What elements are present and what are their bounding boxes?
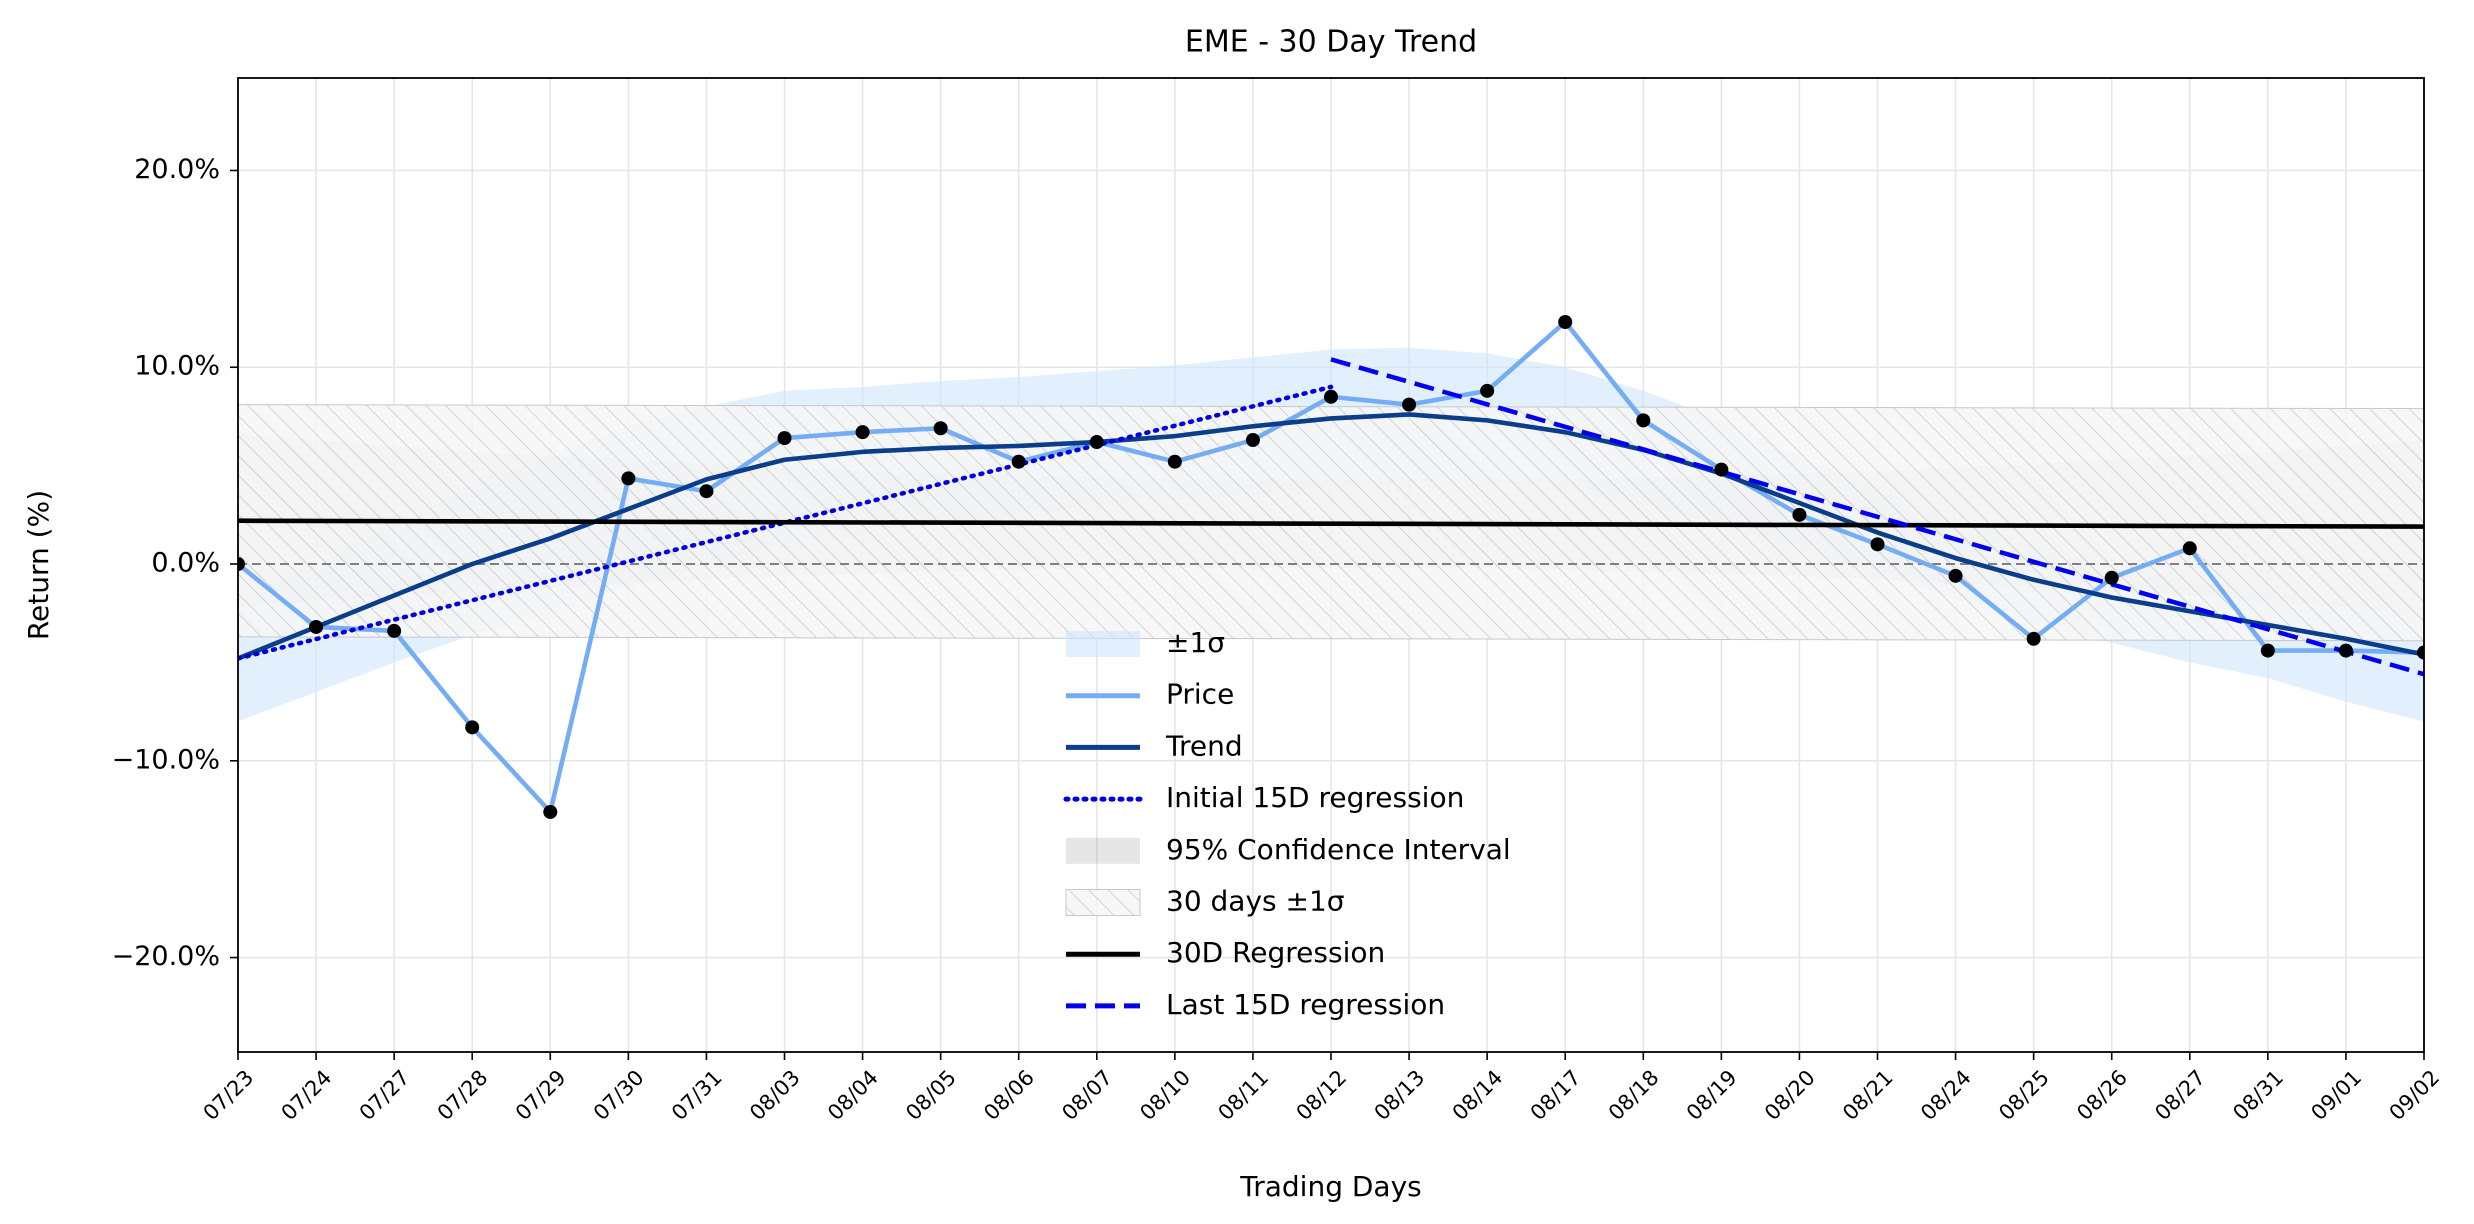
x-tick-label: 08/11 [1213,1065,1273,1125]
x-tick-label: 07/24 [277,1065,337,1125]
line [238,518,2424,529]
plot-frame [237,77,2425,1053]
legend-label: 95% Confidence Interval [1166,833,1511,866]
chart-title: EME - 30 Day Trend [1185,25,1477,60]
x-tick-label: 08/03 [745,1065,805,1125]
marker [2182,541,2197,556]
x-axis-label: Trading Days [1239,1170,1422,1203]
line [238,384,1334,661]
marker [387,623,402,638]
marker [2026,631,2041,646]
marker [1011,454,1026,469]
y-tick-label: −10.0% [112,744,220,775]
x-tick-label: 08/19 [1682,1065,1742,1125]
legend-label: 30D Regression [1166,936,1385,969]
x-tick-label: 08/31 [2228,1065,2288,1125]
x-tick-label: 08/20 [1760,1065,1820,1125]
legend-label: Initial 15D regression [1166,781,1464,814]
marker [309,619,324,634]
marker [1792,507,1807,522]
marker [1167,454,1182,469]
x-tick-label: 07/31 [667,1065,727,1125]
x-tick-label: 08/10 [1135,1065,1195,1125]
legend-swatch [1066,631,1140,657]
legend-label: 30 days ±1σ [1166,885,1345,918]
x-tick-label: 08/24 [1916,1065,1976,1125]
x-tick-label: 08/14 [1448,1065,1508,1125]
x-tick-label: 08/25 [1994,1065,2054,1125]
x-tick-label: 08/26 [2072,1065,2132,1125]
x-tick-label: 08/07 [1057,1065,1117,1125]
x-tick-label: 07/29 [511,1065,571,1125]
x-tick-label: 08/04 [823,1065,883,1125]
marker [1636,413,1651,428]
x-tick-label: 08/17 [1526,1065,1586,1125]
marker [1089,435,1104,450]
legend-swatch [1066,837,1140,864]
legend: ±1σ Price Trend Initial 15D regression 95% C… [1063,626,1511,1021]
marker [1558,314,1573,329]
line [1330,357,2424,677]
legend-swatch [1065,889,1141,916]
marker [1245,433,1260,448]
x-tick-label: 09/02 [2385,1065,2445,1125]
marker [2417,645,2424,660]
x-tick-label: 07/23 [199,1065,259,1125]
marker [2338,643,2353,658]
marker [855,425,870,440]
marker [1480,383,1495,398]
marker [1948,568,1963,583]
legend-label: Last 15D regression [1166,988,1445,1021]
marker [543,804,558,819]
x-tick-label: 08/06 [979,1065,1039,1125]
x-tick-label: 07/30 [589,1065,649,1125]
marker [933,421,948,436]
marker [2260,643,2275,658]
legend-label: Trend [1165,729,1243,762]
x-tick-label: 08/12 [1292,1065,1352,1125]
marker [2104,570,2119,585]
y-tick-label: −20.0% [112,941,220,972]
x-tick-label: 09/01 [2306,1065,2366,1125]
x-tick-label: 07/27 [355,1065,415,1125]
marker [621,471,636,486]
legend-label: ±1σ [1166,626,1225,659]
x-tick-label: 07/28 [433,1065,493,1125]
marker [699,484,714,499]
line [238,412,2424,661]
legend-label: Price [1166,678,1234,711]
y-tick-label: 10.0% [134,351,220,382]
x-tick-label: 08/13 [1370,1065,1430,1125]
x-tick-label: 08/27 [2150,1065,2210,1125]
line-layer [238,314,2424,819]
marker [1870,537,1885,552]
marker [1324,389,1338,404]
x-tick-label: 08/21 [1838,1065,1898,1125]
y-axis-label: Return (%) [22,490,55,640]
x-tick-label: 08/05 [901,1065,961,1125]
y-tick-label: 20.0% [134,154,220,185]
marker [1402,397,1417,412]
marker [1714,462,1729,477]
marker [777,431,792,446]
marker [238,557,245,572]
x-tick-label: 08/18 [1604,1065,1664,1125]
marker [465,720,480,735]
y-tick-label: 0.0% [151,548,220,579]
